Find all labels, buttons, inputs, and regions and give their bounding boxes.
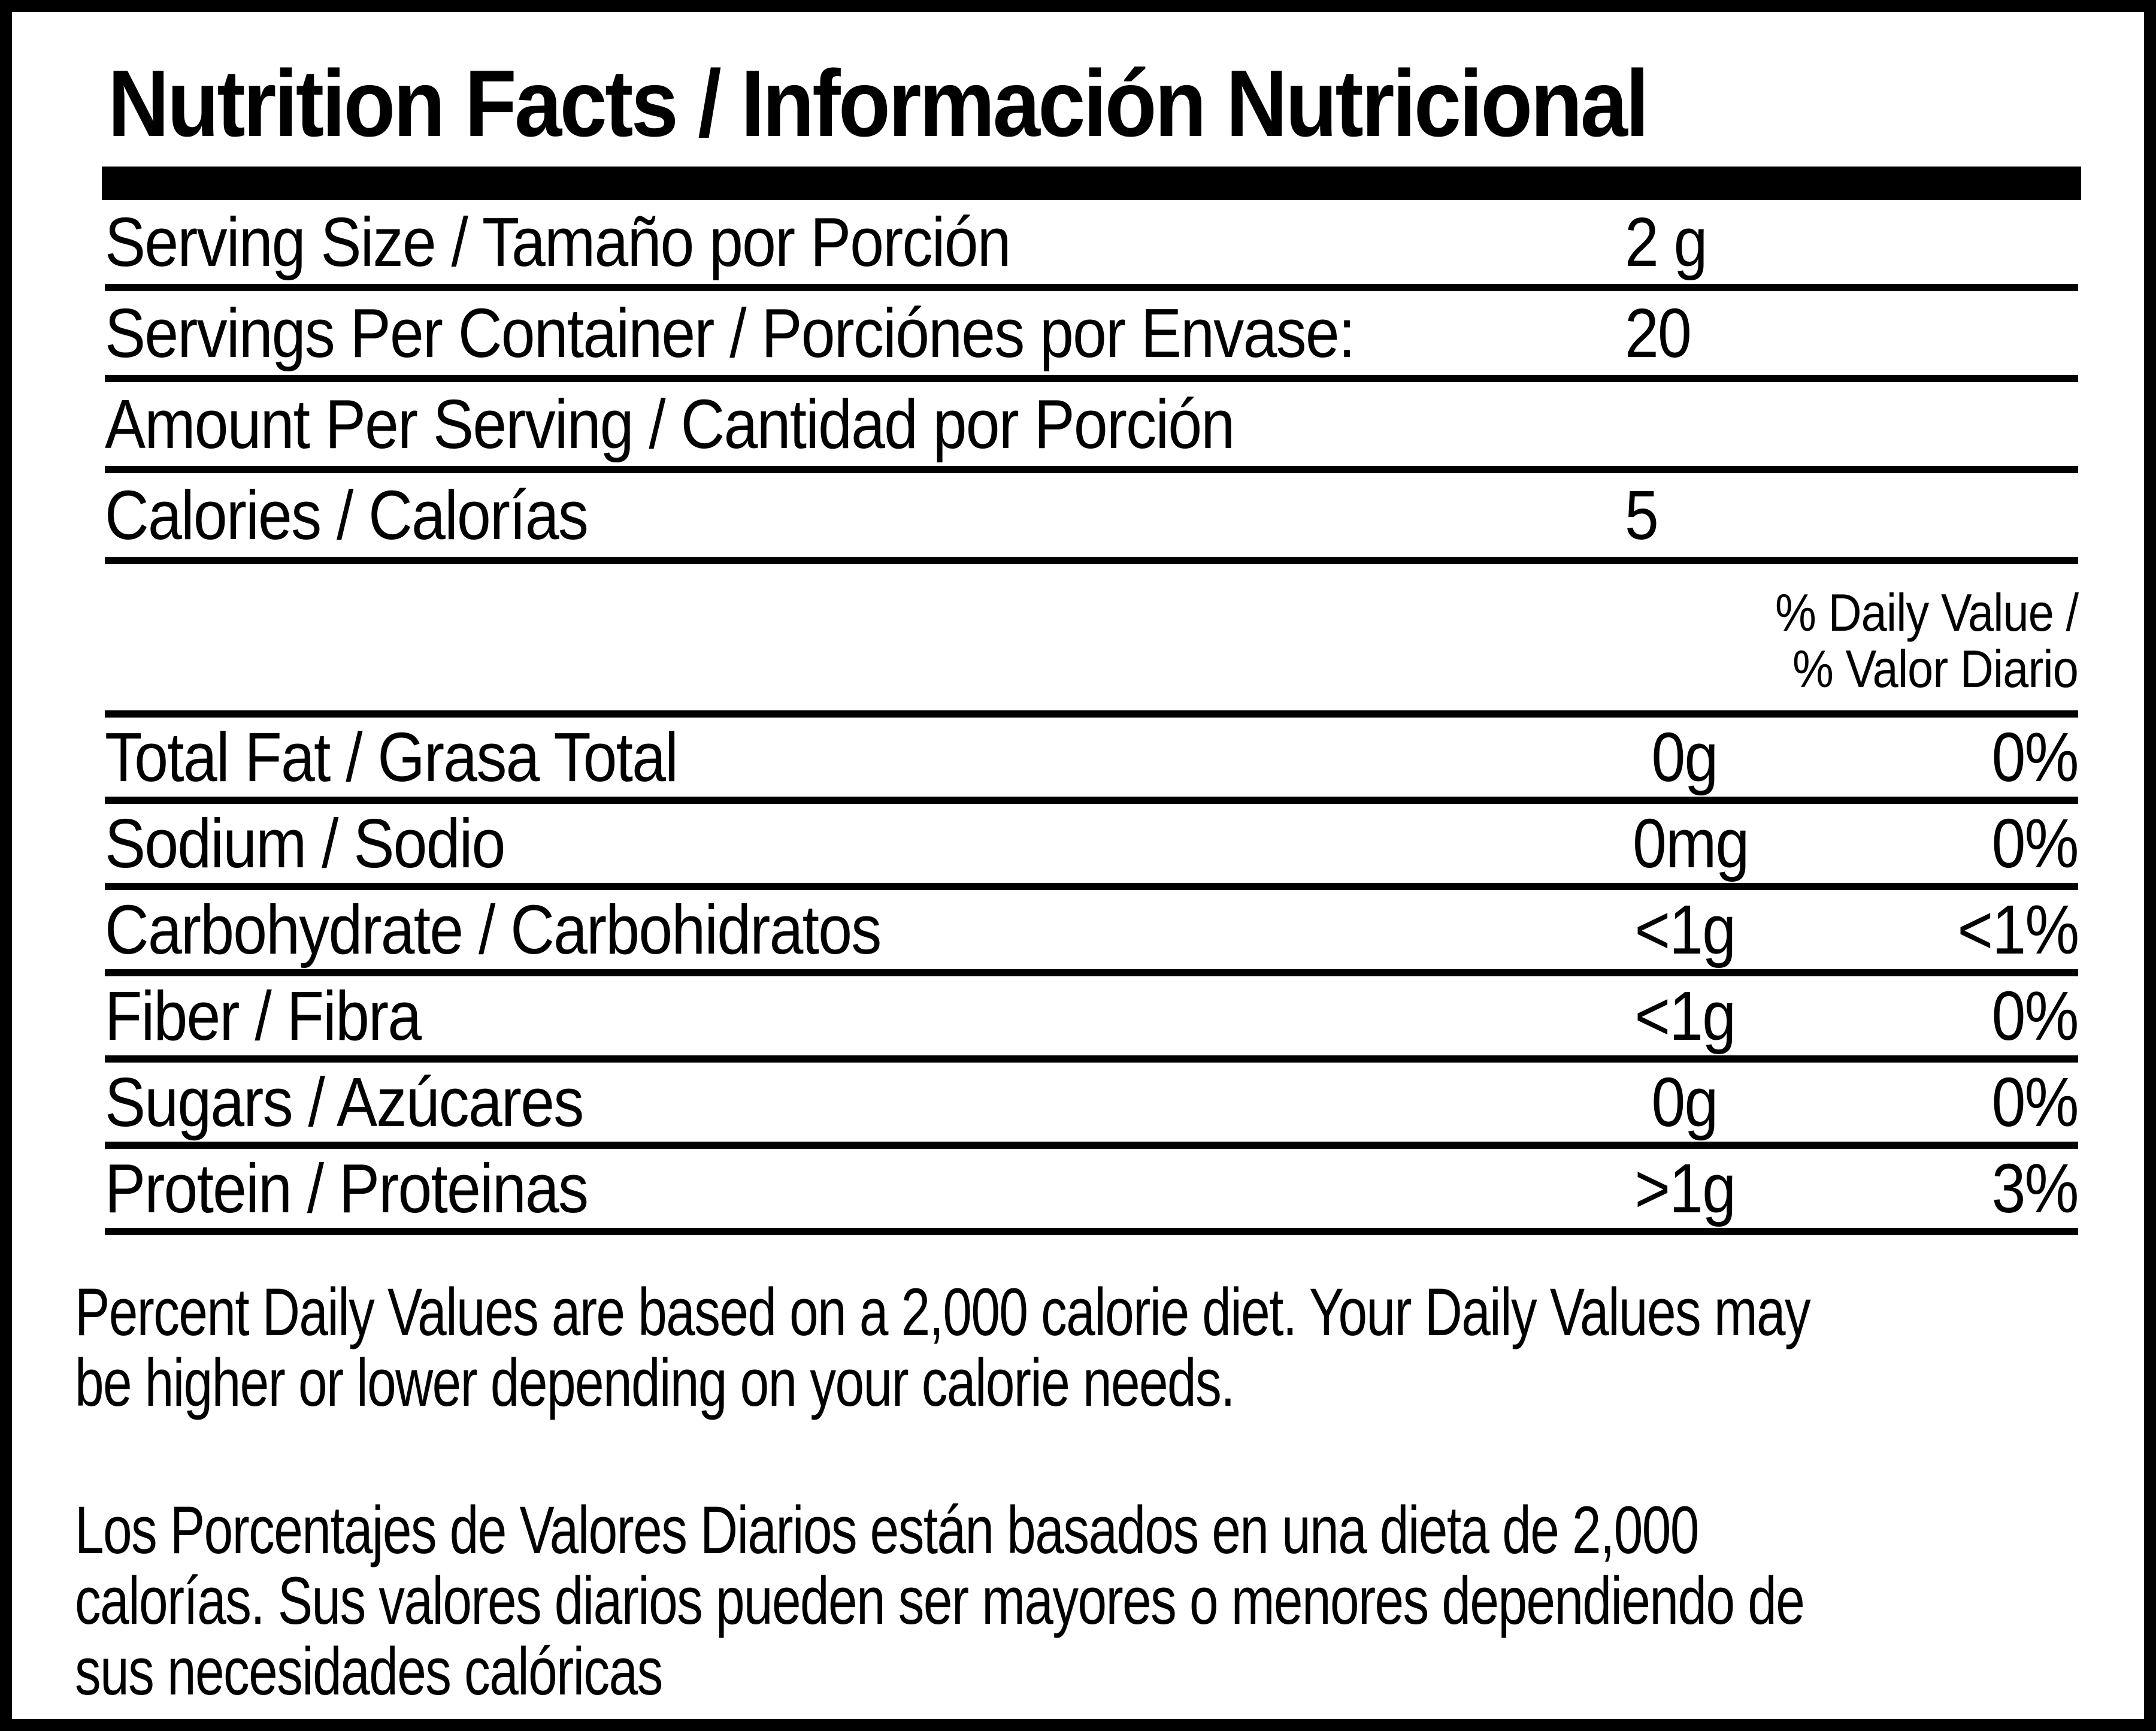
row-amount: >1g <box>1625 1148 1745 1228</box>
row-label: Amount Per Serving / Cantidad por Porció… <box>105 384 1625 464</box>
servings-per-container-label: Servings Per Container / Porciónes por E… <box>105 294 1355 372</box>
calories-value: 5 <box>1625 476 1659 554</box>
fiber-amount: <1g <box>1634 977 1736 1055</box>
row-value <box>1625 384 1745 464</box>
carbohydrate-dv: <1% <box>1957 891 2079 969</box>
daily-value-header-line1-text: % Daily Value / <box>1775 583 2079 642</box>
row-value: 5 <box>1625 475 1745 555</box>
sugars-amount: 0g <box>1651 1063 1719 1141</box>
row-amount: 0mg <box>1625 803 1749 883</box>
label-title-text: Nutrition Facts / Información Nutriciona… <box>108 51 1649 156</box>
carbohydrate-label: Carbohydrate / Carbohidratos <box>105 891 882 969</box>
total-fat-label: Total Fat / Grasa Total <box>105 718 679 796</box>
daily-value-header-line2-text: % Valor Diario <box>1792 639 2079 698</box>
serving-size-value: 2 g <box>1625 203 1707 281</box>
label-title: Nutrition Facts / Información Nutriciona… <box>108 52 2108 156</box>
row-label: Sugars / Azúcares <box>105 1062 1625 1142</box>
row-amount: <1g <box>1625 976 1745 1056</box>
row-daily-value: 0% <box>1745 976 2079 1056</box>
title-divider-bar <box>102 167 2081 200</box>
row-label: Carbohydrate / Carbohidratos <box>105 889 1625 970</box>
calories-label: Calories / Calorías <box>105 476 589 554</box>
protein-dv: 3% <box>1991 1149 2079 1227</box>
row-daily-value: 0% <box>1745 803 2079 883</box>
row-label: Calories / Calorías <box>105 475 1625 555</box>
sodium-dv: 0% <box>1991 804 2079 882</box>
amount-per-serving-label: Amount Per Serving / Cantidad por Porció… <box>105 385 1235 463</box>
row-daily-value: 3% <box>1745 1148 2079 1228</box>
row-daily-value: 0% <box>1745 1062 2079 1142</box>
total-fat-dv: 0% <box>1991 718 2079 796</box>
row-label: Servings Per Container / Porciónes por E… <box>105 293 1625 373</box>
daily-value-header-line2: % Valor Diario <box>105 639 2079 698</box>
protein-label: Protein / Proteinas <box>105 1149 589 1227</box>
row-total-fat: Total Fat / Grasa Total 0g 0% <box>105 717 2079 804</box>
row-label: Sodium / Sodio <box>105 803 1625 883</box>
carbohydrate-amount: <1g <box>1634 891 1736 969</box>
row-protein: Protein / Proteinas >1g 3% <box>105 1148 2079 1235</box>
row-daily-value: 0% <box>1745 717 2079 797</box>
row-calories: Calories / Calorías 5 <box>105 473 2078 564</box>
row-daily-value: <1% <box>1745 889 2079 970</box>
row-amount: 0g <box>1625 1062 1745 1142</box>
row-label: Fiber / Fibra <box>105 976 1625 1056</box>
sodium-amount: 0mg <box>1633 804 1749 882</box>
daily-value-header-line1: % Daily Value / <box>105 583 2079 642</box>
row-carbohydrate: Carbohydrate / Carbohidratos <1g <1% <box>105 889 2079 976</box>
total-fat-amount: 0g <box>1651 718 1719 796</box>
daily-value-header: % Daily Value / % Valor Diario <box>105 564 2079 718</box>
facts-table: Serving Size / Tamaño por Porción 2 g Se… <box>105 200 2079 1235</box>
row-sodium: Sodium / Sodio 0mg 0% <box>105 803 2079 890</box>
row-serving-size: Serving Size / Tamaño por Porción 2 g <box>105 200 2078 291</box>
serving-size-label: Serving Size / Tamaño por Porción <box>105 203 1012 281</box>
sugars-label: Sugars / Azúcares <box>105 1063 584 1141</box>
row-amount: 0g <box>1625 717 1745 797</box>
footnote-english: Percent Daily Values are based on a 2,00… <box>75 1275 1811 1420</box>
protein-amount: >1g <box>1634 1149 1736 1227</box>
servings-per-container-value: 20 <box>1625 294 1692 372</box>
row-label: Total Fat / Grasa Total <box>105 717 1625 797</box>
sodium-label: Sodium / Sodio <box>105 804 505 882</box>
row-label: Serving Size / Tamaño por Porción <box>105 202 1625 282</box>
row-fiber: Fiber / Fibra <1g 0% <box>105 976 2079 1063</box>
row-value: 2 g <box>1625 202 1745 282</box>
row-value: 20 <box>1625 293 1745 373</box>
footnote-spanish: Los Porcentajes de Valores Diarios están… <box>75 1493 1805 1709</box>
fiber-label: Fiber / Fibra <box>105 977 422 1055</box>
sugars-dv: 0% <box>1991 1063 2079 1141</box>
fiber-dv: 0% <box>1991 977 2079 1055</box>
row-servings-per-container: Servings Per Container / Porciónes por E… <box>105 291 2078 382</box>
row-sugars: Sugars / Azúcares 0g 0% <box>105 1062 2079 1149</box>
row-amount-per-serving: Amount Per Serving / Cantidad por Porció… <box>105 382 2078 473</box>
row-amount: <1g <box>1625 889 1745 970</box>
row-label: Protein / Proteinas <box>105 1148 1625 1228</box>
